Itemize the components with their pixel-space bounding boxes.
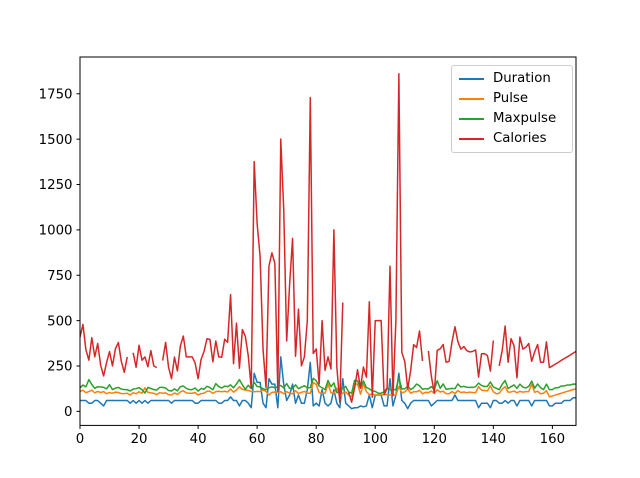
line-pulse: [80, 381, 576, 398]
x-tick-label: 100: [363, 432, 388, 447]
x-tick-label: 80: [308, 432, 325, 447]
line-calories: [80, 73, 576, 403]
legend-label-pulse: Pulse: [493, 91, 529, 107]
legend-item-calories: Calories: [452, 130, 572, 148]
y-tick-label: 0: [64, 405, 72, 420]
y-tick-label: 1750: [39, 87, 73, 102]
legend-item-maxpulse: Maxpulse: [452, 110, 572, 128]
calories-line-swatch: [459, 138, 484, 140]
axes-spines: [79, 56, 577, 426]
legend-label-calories: Calories: [493, 131, 547, 147]
x-tick-label: 60: [249, 432, 266, 447]
legend-box: Duration Pulse Maxpulse Calories: [451, 65, 573, 153]
y-axis: 0 250 500 750 1000 1250 1500 1750: [39, 87, 80, 420]
y-tick-label: 500: [47, 314, 72, 329]
pulse-line-swatch: [459, 98, 484, 100]
legend-label-maxpulse: Maxpulse: [493, 111, 557, 127]
maxpulse-line-swatch: [459, 118, 484, 120]
y-tick-label: 1000: [39, 224, 73, 239]
axes-border: [79, 56, 577, 426]
x-tick-label: 0: [76, 432, 84, 447]
legend-label-duration: Duration: [493, 71, 551, 87]
x-tick-label: 160: [540, 432, 565, 447]
y-tick-label: 750: [47, 269, 72, 284]
y-tick-label: 1500: [39, 133, 73, 148]
x-axis: 0 20 40 60 80 100 120 140 160: [76, 425, 565, 447]
duration-line-swatch: [459, 78, 484, 80]
x-tick-label: 40: [190, 432, 207, 447]
x-tick-label: 120: [422, 432, 447, 447]
y-tick-label: 250: [47, 360, 72, 375]
x-tick-label: 20: [131, 432, 148, 447]
legend-item-duration: Duration: [452, 70, 572, 88]
line-maxpulse: [80, 377, 576, 394]
x-tick-label: 140: [481, 432, 506, 447]
line-duration: [80, 356, 576, 410]
y-tick-label: 1250: [39, 178, 73, 193]
legend-item-pulse: Pulse: [452, 90, 572, 108]
series-lines: [80, 73, 576, 410]
